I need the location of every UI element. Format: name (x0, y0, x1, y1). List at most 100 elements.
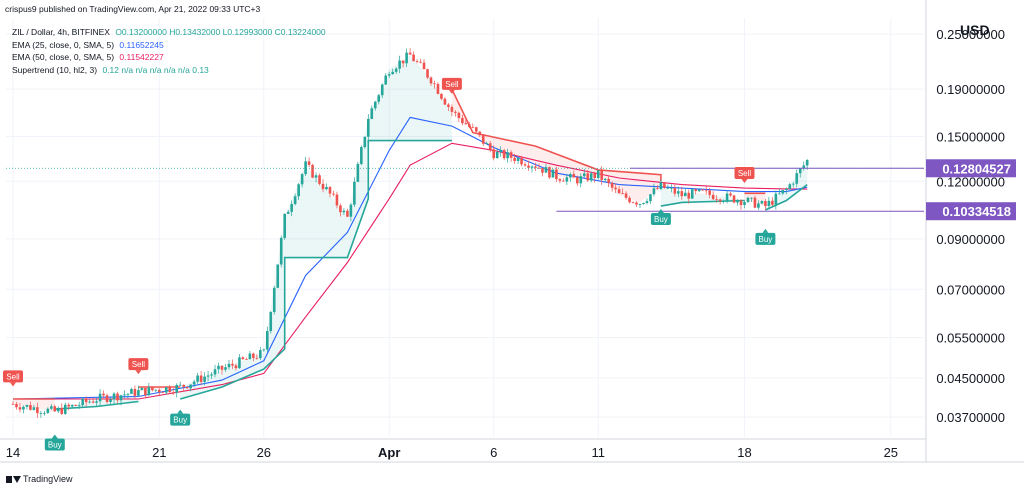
candle-down (764, 201, 767, 207)
candle-down (708, 190, 711, 195)
indicator-legend: ZIL / Dollar, 4h, BITFINEX O0.13200000 H… (12, 26, 329, 76)
candle-up (638, 203, 642, 205)
candle-down (478, 131, 482, 136)
signal-label: Sell (738, 169, 752, 178)
candle-down (572, 174, 576, 178)
candle-up (130, 388, 133, 394)
candle-up (314, 175, 318, 178)
candle-up (603, 178, 607, 180)
candle-up (795, 173, 799, 184)
candle-down (171, 392, 175, 393)
candle-down (231, 363, 234, 366)
x-tick-label: 6 (490, 445, 497, 460)
candle-up (213, 369, 217, 375)
candle-down (422, 62, 426, 70)
candle-up (582, 173, 586, 177)
candle-down (520, 158, 523, 165)
signal-pointer (51, 434, 58, 439)
candle-up (276, 264, 280, 288)
x-tick-label: 25 (884, 445, 898, 460)
candle-up (391, 71, 394, 75)
ema50-label: EMA (50, close, 0, SMA, 5) (12, 52, 115, 63)
candle-down (513, 157, 516, 161)
x-tick-label: 26 (257, 445, 271, 460)
candle-up (788, 184, 792, 190)
candle-down (562, 180, 565, 182)
price-label-text: 0.10334518 (942, 204, 1011, 219)
candle-up (300, 174, 304, 185)
signal-pointer (762, 228, 769, 233)
candle-up (781, 189, 785, 194)
sell-signal: Sell (3, 370, 23, 387)
candle-down (656, 188, 659, 190)
candle-down (199, 375, 203, 382)
candle-down (541, 168, 544, 173)
candle-up (95, 401, 98, 403)
candle-up (112, 393, 116, 400)
currency-label[interactable]: USD (960, 22, 990, 38)
candle-down (245, 359, 248, 360)
buy-signal: Buy (44, 434, 65, 451)
candle-up (666, 187, 670, 189)
candle-down (673, 187, 677, 194)
supertrend-up-fill (180, 55, 452, 400)
y-tick-label: 0.12000000 (936, 174, 1005, 189)
y-tick-label: 0.07000000 (936, 282, 1005, 297)
candle-down (687, 192, 691, 199)
candle-up (119, 395, 123, 401)
candle-down (771, 200, 774, 205)
candle-up (43, 412, 46, 414)
candle-down (621, 193, 624, 195)
y-tick-label: 0.25000000 (936, 27, 1005, 42)
candle-down (67, 404, 71, 407)
candle-down (151, 387, 154, 391)
candle-down (401, 60, 405, 64)
candle-down (701, 189, 704, 191)
candle-up (206, 375, 210, 377)
candle-up (367, 118, 370, 137)
candle-down (335, 194, 339, 206)
candle-up (325, 186, 328, 190)
candle-down (555, 169, 558, 180)
publisher-header: crispus9 published on TradingView.com, A… (5, 4, 261, 14)
candle-down (534, 166, 537, 168)
candle-down (711, 194, 715, 200)
candle-up (203, 376, 206, 382)
ohlc-values: O0.13200000 H0.13432000 L0.12993000 C0.1… (115, 27, 326, 37)
signal-badge (441, 77, 462, 90)
candle-up (196, 375, 199, 382)
candle-down (321, 183, 325, 190)
candle-down (116, 393, 119, 401)
signal-pointer (448, 89, 455, 94)
signal-badge (755, 232, 776, 245)
tradingview-footer[interactable]: TradingView (6, 474, 73, 484)
candle-up (565, 177, 569, 182)
candle-down (255, 357, 259, 359)
candle-up (802, 165, 806, 169)
candle-up (746, 197, 750, 202)
signal-label: Sell (132, 360, 146, 369)
candle-up (217, 365, 220, 370)
signal-label: Buy (48, 440, 62, 449)
supertrend-label: Supertrend (10, hl2, 3) (12, 64, 98, 75)
candle-down (502, 150, 506, 159)
candle-up (506, 152, 509, 159)
candle-up (495, 151, 499, 159)
candle-down (84, 398, 88, 403)
signal-badge (734, 166, 755, 179)
candle-down (718, 199, 722, 202)
price-label-text: 0.12804527 (942, 161, 1011, 176)
ema25-label: EMA (25, close, 0, SMA, 5) (12, 39, 115, 50)
y-tick-label: 0.03700000 (936, 410, 1005, 425)
candle-up (349, 204, 353, 217)
candle-up (210, 374, 213, 376)
candle-down (74, 404, 77, 406)
candle-down (593, 173, 597, 179)
candle-up (697, 189, 701, 192)
candle-up (649, 194, 652, 202)
candle-down (680, 191, 684, 197)
candle-up (569, 174, 572, 178)
candle-down (715, 199, 718, 201)
candle-down (328, 186, 332, 194)
